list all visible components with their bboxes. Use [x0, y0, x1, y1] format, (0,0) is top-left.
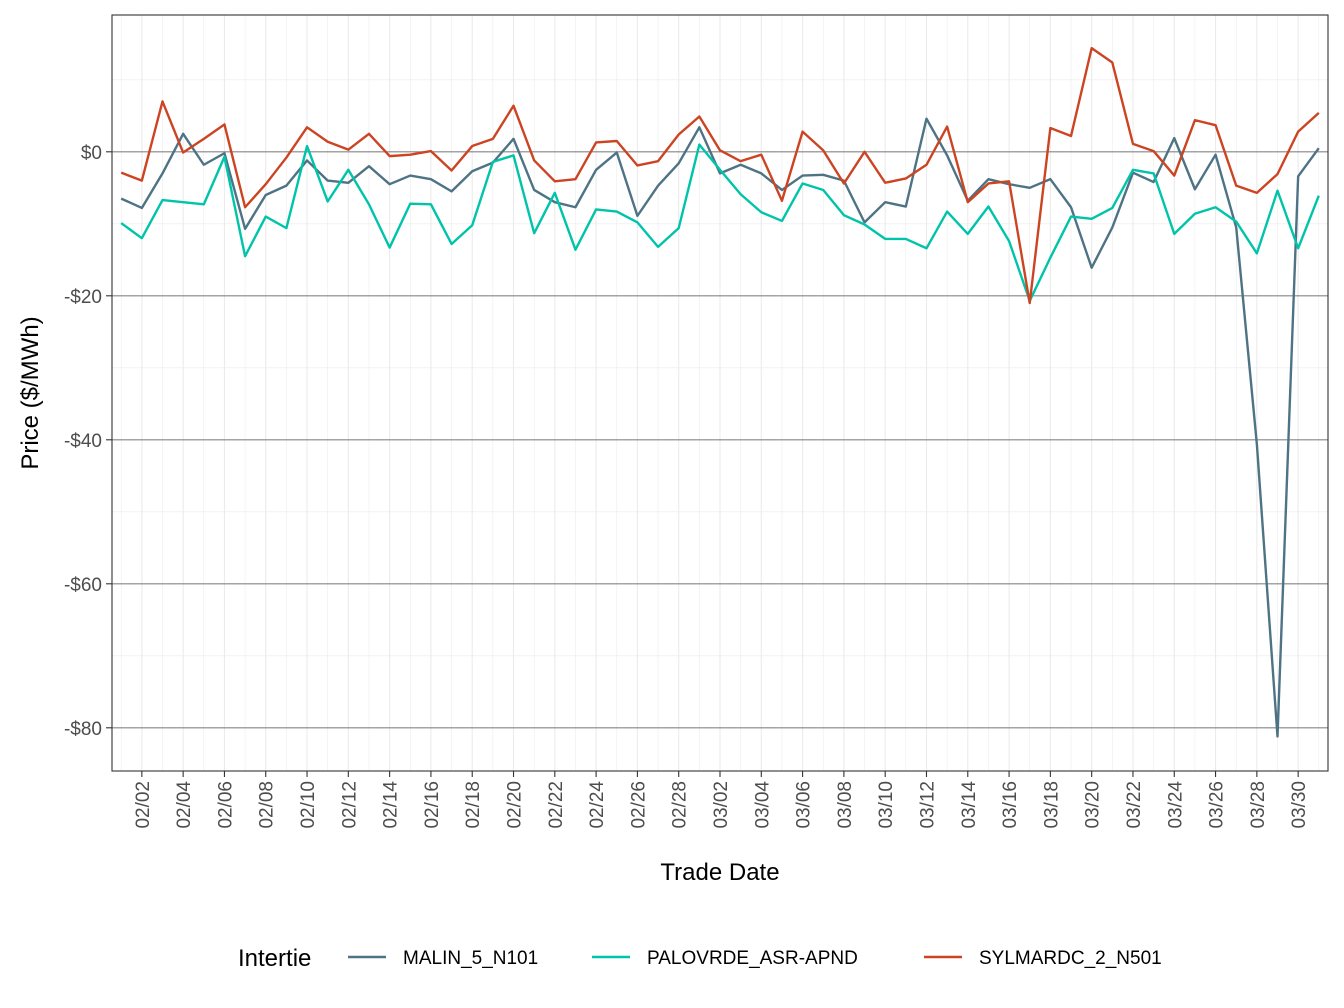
x-tick-label: 02/06 — [215, 781, 236, 829]
x-tick-label: 02/26 — [628, 781, 649, 829]
x-tick-label: 03/06 — [794, 781, 815, 829]
x-axis-title: Trade Date — [660, 859, 779, 886]
x-tick-label: 03/22 — [1124, 781, 1145, 829]
x-tick-label: 03/20 — [1083, 781, 1104, 829]
legend-title: Intertie — [238, 945, 311, 972]
x-tick-label: 03/04 — [752, 781, 773, 829]
x-tick-label: 03/08 — [835, 781, 856, 829]
y-axis-title: Price ($/MWh) — [17, 316, 44, 469]
series-lines — [120, 46, 1320, 738]
x-tick-label: 02/24 — [587, 781, 608, 829]
series-line-palovrde-asr-apnd — [120, 143, 1320, 303]
x-tick-label: 02/18 — [463, 781, 484, 829]
series-line-malin-5-n101 — [120, 117, 1320, 738]
y-axis: $0 -$20 -$40 -$60 -$80 — [64, 143, 112, 740]
x-tick-label: 02/28 — [670, 781, 691, 829]
x-tick-label: 03/30 — [1289, 781, 1310, 829]
x-tick-label: 03/02 — [711, 781, 732, 829]
x-tick-label: 03/12 — [917, 781, 938, 829]
x-tick-label: 03/16 — [1000, 781, 1021, 829]
y-tick-label: -$40 — [64, 431, 102, 452]
x-tick-label: 02/12 — [339, 781, 360, 829]
y-tick-label: -$80 — [64, 719, 102, 740]
minor-gridlines — [112, 15, 1328, 771]
x-tick-label: 02/08 — [257, 781, 278, 829]
x-tick-label: 02/10 — [298, 781, 319, 829]
series-line-sylmardc-2-n501 — [120, 46, 1320, 305]
x-tick-label: 02/02 — [133, 781, 154, 829]
y-tick-label: -$20 — [64, 287, 102, 308]
legend-label-malin: MALIN_5_N101 — [403, 948, 538, 969]
x-tick-label: 03/18 — [1041, 781, 1062, 829]
x-tick-label: 02/20 — [505, 781, 526, 829]
x-tick-label: 03/24 — [1165, 781, 1186, 829]
x-axis: 02/02 02/04 02/06 02/08 02/10 02/12 02/14 02/16… — [133, 771, 1310, 829]
x-tick-label: 03/10 — [876, 781, 897, 829]
x-tick-label: 02/14 — [381, 781, 402, 829]
major-gridlines — [112, 15, 1328, 771]
x-tick-label: 02/16 — [422, 781, 443, 829]
legend-label-sylmardc: SYLMARDC_2_N501 — [979, 948, 1162, 969]
legend-label-palovrde: PALOVRDE_ASR-APND — [647, 948, 858, 969]
x-tick-label: 03/26 — [1207, 781, 1228, 829]
y-tick-label: -$60 — [64, 575, 102, 596]
x-tick-label: 02/22 — [546, 781, 567, 829]
x-tick-label: 02/04 — [174, 781, 195, 829]
x-tick-label: 03/14 — [959, 781, 980, 829]
legend: Intertie MALIN_5_N101 PALOVRDE_ASR-APND … — [238, 945, 1162, 972]
x-tick-label: 03/28 — [1248, 781, 1269, 829]
y-tick-label: $0 — [81, 143, 102, 164]
